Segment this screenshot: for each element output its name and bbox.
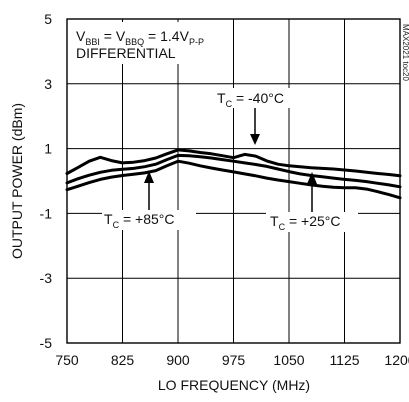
condition-line-1: VBBI = VBBQ = 1.4VP-P — [76, 28, 204, 47]
y-axis-title: OUTPUT POWER (dBm) — [9, 103, 25, 259]
arrow-head-plus85 — [144, 171, 154, 183]
x-tick-label: 1050 — [273, 352, 304, 368]
series-label-plus25: TC = +25°C — [270, 213, 340, 232]
y-tick-label: 3 — [44, 76, 52, 92]
x-tick-label: 975 — [222, 352, 246, 368]
label-bg-minus40 — [214, 88, 312, 108]
series-line-2 — [65, 153, 402, 189]
arrow-head-plus25 — [307, 172, 317, 184]
grid — [67, 19, 400, 343]
vbbq-label: = V — [100, 28, 126, 44]
vbbq-subscript: BBQ — [125, 37, 144, 47]
vbbi-label: V — [76, 28, 86, 44]
voltage-value: = 1.4V — [144, 28, 189, 44]
label-bg-plus25 — [266, 212, 358, 232]
vpp-subscript: P-P — [189, 37, 204, 47]
condition-box — [72, 22, 232, 64]
x-tick-label: 900 — [166, 352, 190, 368]
series-line-1 — [65, 159, 402, 200]
x-tick-label: 1200 — [384, 352, 409, 368]
y-tick-label: 5 — [44, 11, 52, 27]
x-axis-title: LO FREQUENCY (MHz) — [158, 377, 310, 393]
condition-line-2: DIFFERENTIAL — [76, 45, 176, 61]
arrow-head-minus40 — [250, 134, 260, 145]
series-label-plus85: TC = +85°C — [104, 211, 174, 230]
series-group — [65, 148, 402, 200]
series-line-0 — [65, 148, 402, 178]
y-tick-label: -1 — [40, 205, 53, 221]
x-tick-label: 1125 — [329, 352, 359, 368]
y-tick-label: -5 — [40, 335, 53, 351]
watermark-text: MAX2021 toc20 — [401, 24, 409, 81]
label-bg-plus85 — [102, 210, 196, 230]
y-tick-label: -3 — [40, 270, 53, 286]
y-tick-label: 1 — [44, 141, 52, 157]
plot-frame — [66, 18, 401, 344]
series-label-minus40: TC = -40°C — [217, 90, 284, 109]
vbbi-subscript: BBI — [85, 37, 100, 47]
x-tick-label: 825 — [111, 352, 135, 368]
tick-labels: 750 825 900 975 1050 1125 1200 5 3 1 -1 -3 -5 — [40, 11, 409, 368]
x-tick-label: 750 — [55, 352, 79, 368]
